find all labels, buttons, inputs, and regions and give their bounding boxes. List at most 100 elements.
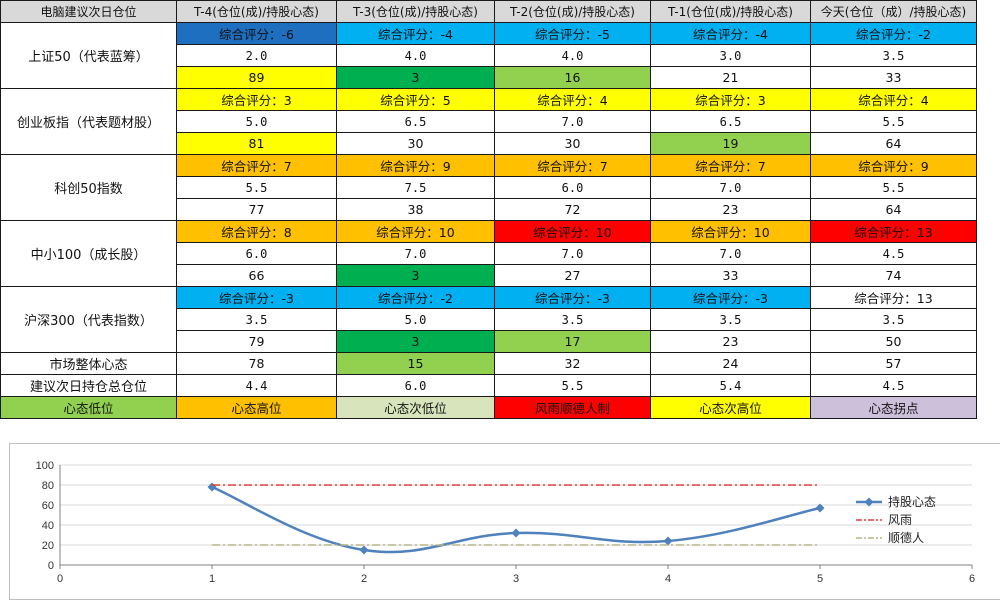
score-cell[interactable]: 综合评分：-3 [494,286,651,309]
mood-cell[interactable]: 77 [176,198,337,221]
position-cell[interactable]: 7.0 [650,242,811,265]
mood-cell[interactable]: 74 [810,264,977,287]
score-cell[interactable]: 综合评分：10 [336,220,495,243]
score-cell[interactable]: 综合评分：9 [810,154,977,177]
position-cell[interactable]: 7.0 [494,242,651,265]
total-position-cell[interactable]: 4.5 [810,374,977,397]
position-cell[interactable]: 5.5 [810,176,977,199]
position-cell[interactable]: 3.5 [176,308,337,331]
market-mood-cell[interactable]: 24 [650,352,811,375]
score-cell[interactable]: 综合评分：10 [650,220,811,243]
col-header-t2[interactable]: T-2(仓位(成)/持股心态) [494,0,651,23]
mood-cell[interactable]: 89 [176,66,337,89]
score-cell[interactable]: 综合评分：4 [810,88,977,111]
color-legend-cell[interactable]: 心态拐点 [810,396,977,419]
mood-cell[interactable]: 16 [494,66,651,89]
index-label[interactable]: 中小100（成长股） [0,220,177,287]
mood-cell[interactable]: 33 [650,264,811,287]
market-mood-label[interactable]: 市场整体心态 [0,352,177,375]
color-legend-cell[interactable]: 风雨顺德人制 [494,396,651,419]
score-cell[interactable]: 综合评分：-4 [336,22,495,45]
index-label[interactable]: 科创50指数 [0,154,177,221]
mood-cell[interactable]: 81 [176,132,337,155]
mood-cell[interactable]: 64 [810,132,977,155]
color-legend-cell[interactable]: 心态高位 [176,396,337,419]
market-mood-cell[interactable]: 32 [494,352,651,375]
total-position-cell[interactable]: 5.5 [494,374,651,397]
mood-cell[interactable]: 3 [336,264,495,287]
corner-header[interactable]: 电脑建议次日仓位 [0,0,177,23]
col-header-t4[interactable]: T-4(仓位(成)/持股心态) [176,0,337,23]
position-cell[interactable]: 2.0 [176,44,337,67]
total-position-cell[interactable]: 5.4 [650,374,811,397]
position-cell[interactable]: 5.0 [176,110,337,133]
score-cell[interactable]: 综合评分：-3 [176,286,337,309]
mood-cell[interactable]: 27 [494,264,651,287]
col-header-today[interactable]: 今天(仓位（成）/持股心态) [810,0,977,23]
position-cell[interactable]: 4.5 [810,242,977,265]
market-mood-cell[interactable]: 57 [810,352,977,375]
color-legend-cell[interactable]: 心态次高位 [650,396,811,419]
mood-cell[interactable]: 33 [810,66,977,89]
mood-cell[interactable]: 64 [810,198,977,221]
market-mood-cell[interactable]: 78 [176,352,337,375]
position-cell[interactable]: 3.5 [494,308,651,331]
position-cell[interactable]: 4.0 [336,44,495,67]
score-cell[interactable]: 综合评分：3 [176,88,337,111]
score-cell[interactable]: 综合评分：13 [810,286,977,309]
score-cell[interactable]: 综合评分：-2 [810,22,977,45]
score-cell[interactable]: 综合评分：-5 [494,22,651,45]
position-cell[interactable]: 7.0 [650,176,811,199]
score-cell[interactable]: 综合评分：7 [650,154,811,177]
score-cell[interactable]: 综合评分：10 [494,220,651,243]
col-header-t1[interactable]: T-1(仓位(成)/持股心态) [650,0,811,23]
position-cell[interactable]: 3.5 [810,308,977,331]
position-cell[interactable]: 3.5 [810,44,977,67]
position-cell[interactable]: 3.0 [650,44,811,67]
mood-cell[interactable]: 3 [336,330,495,353]
total-position-cell[interactable]: 4.4 [176,374,337,397]
score-cell[interactable]: 综合评分：-3 [650,286,811,309]
score-cell[interactable]: 综合评分：-2 [336,286,495,309]
mood-cell[interactable]: 19 [650,132,811,155]
score-cell[interactable]: 综合评分：-4 [650,22,811,45]
market-mood-cell[interactable]: 15 [336,352,495,375]
mood-cell[interactable]: 66 [176,264,337,287]
mood-cell[interactable]: 23 [650,330,811,353]
position-cell[interactable]: 6.0 [494,176,651,199]
mood-cell[interactable]: 3 [336,66,495,89]
mood-cell[interactable]: 30 [336,132,495,155]
index-label[interactable]: 上证50（代表蓝筹） [0,22,177,89]
position-cell[interactable]: 7.0 [336,242,495,265]
position-cell[interactable]: 6.5 [650,110,811,133]
mood-cell[interactable]: 50 [810,330,977,353]
color-legend-cell[interactable]: 心态次低位 [336,396,495,419]
position-cell[interactable]: 7.5 [336,176,495,199]
score-cell[interactable]: 综合评分：4 [494,88,651,111]
position-cell[interactable]: 6.5 [336,110,495,133]
score-cell[interactable]: 综合评分：3 [650,88,811,111]
mood-cell[interactable]: 21 [650,66,811,89]
color-legend-cell[interactable]: 心态低位 [0,396,177,419]
score-cell[interactable]: 综合评分：7 [494,154,651,177]
score-cell[interactable]: 综合评分：8 [176,220,337,243]
position-cell[interactable]: 6.0 [176,242,337,265]
score-cell[interactable]: 综合评分：13 [810,220,977,243]
score-cell[interactable]: 综合评分：5 [336,88,495,111]
mood-cell[interactable]: 17 [494,330,651,353]
score-cell[interactable]: 综合评分：7 [176,154,337,177]
position-cell[interactable]: 3.5 [650,308,811,331]
mood-cell[interactable]: 72 [494,198,651,221]
position-cell[interactable]: 5.5 [176,176,337,199]
position-cell[interactable]: 5.0 [336,308,495,331]
position-cell[interactable]: 5.5 [810,110,977,133]
mood-cell[interactable]: 38 [336,198,495,221]
total-position-label[interactable]: 建议次日持仓总仓位 [0,374,177,397]
total-position-cell[interactable]: 6.0 [336,374,495,397]
index-label[interactable]: 创业板指（代表题材股） [0,88,177,155]
score-cell[interactable]: 综合评分：9 [336,154,495,177]
index-label[interactable]: 沪深300（代表指数） [0,286,177,353]
position-cell[interactable]: 4.0 [494,44,651,67]
mood-cell[interactable]: 23 [650,198,811,221]
col-header-t3[interactable]: T-3(仓位(成)/持股心态) [336,0,495,23]
